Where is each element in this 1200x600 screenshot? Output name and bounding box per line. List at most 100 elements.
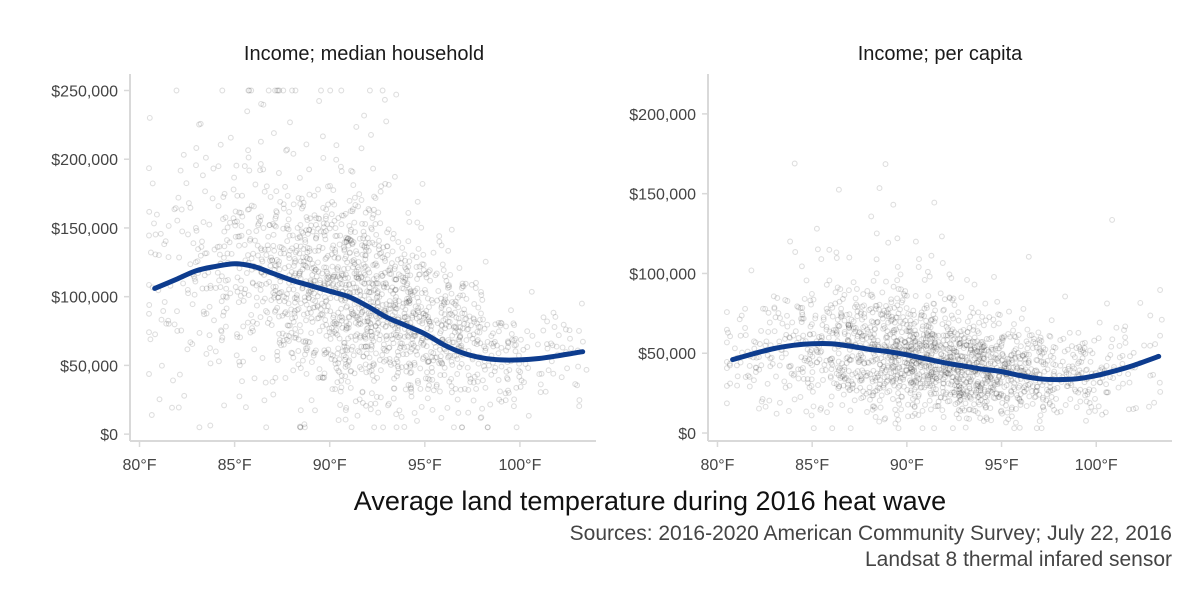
data-point: [284, 222, 291, 229]
data-point: [558, 374, 565, 381]
data-point: [1004, 409, 1011, 416]
data-point: [1051, 385, 1058, 392]
data-point: [950, 295, 957, 302]
data-point: [1029, 388, 1035, 395]
data-point: [270, 130, 277, 137]
data-point: [259, 355, 266, 361]
data-point: [476, 316, 483, 323]
data-point: [330, 312, 337, 319]
data-point: [856, 329, 863, 336]
data-point: [893, 411, 900, 418]
data-point: [169, 404, 175, 411]
data-point: [403, 351, 410, 358]
data-point: [903, 328, 910, 334]
data-point: [239, 378, 245, 385]
data-point: [206, 303, 213, 310]
data-point: [1041, 349, 1047, 356]
data-point: [1008, 388, 1015, 394]
data-point: [360, 235, 366, 242]
data-point: [576, 403, 583, 410]
data-point: [378, 249, 385, 256]
data-point: [930, 342, 937, 348]
data-point: [304, 264, 311, 271]
data-point: [923, 302, 930, 309]
data-point: [787, 238, 794, 245]
data-point: [883, 278, 889, 285]
data-point: [383, 281, 390, 288]
data-point: [877, 311, 884, 318]
data-point: [834, 331, 841, 338]
data-point: [425, 375, 431, 382]
data-point: [414, 417, 420, 424]
data-point: [206, 332, 213, 339]
data-point: [371, 287, 378, 294]
data-point: [217, 284, 224, 291]
data-point: [1157, 332, 1164, 339]
data-point: [275, 294, 281, 301]
data-point: [1036, 391, 1043, 398]
data-point: [956, 392, 963, 399]
data-point: [1010, 350, 1017, 357]
data-point: [838, 305, 845, 312]
data-point: [358, 366, 365, 373]
data-point: [241, 163, 248, 170]
data-point: [488, 371, 495, 378]
data-point: [844, 384, 851, 391]
data-point: [915, 391, 922, 398]
data-point: [445, 353, 452, 360]
data-point: [286, 208, 293, 215]
data-point: [232, 208, 239, 215]
data-point: [216, 243, 223, 250]
data-point: [335, 345, 342, 352]
data-point: [920, 376, 926, 383]
data-point: [306, 191, 313, 198]
data-point: [911, 338, 918, 345]
data-point: [260, 101, 267, 108]
data-point: [940, 376, 947, 383]
data-point: [419, 317, 426, 324]
data-point: [775, 310, 782, 317]
data-point: [223, 285, 230, 292]
data-point: [335, 255, 341, 262]
data-point: [839, 373, 846, 380]
data-point: [389, 336, 396, 342]
data-point: [422, 312, 429, 319]
data-point: [898, 406, 905, 413]
data-point: [868, 357, 875, 364]
data-point: [1044, 391, 1050, 398]
data-point: [455, 328, 462, 335]
data-point: [848, 316, 855, 323]
data-point: [302, 339, 309, 346]
data-point: [438, 304, 445, 311]
data-point: [278, 342, 285, 349]
data-point: [364, 276, 371, 283]
data-point: [810, 425, 817, 432]
data-point: [933, 386, 939, 393]
data-point: [374, 288, 381, 295]
data-point: [1012, 355, 1019, 362]
data-point: [249, 325, 255, 332]
data-point: [179, 228, 186, 235]
data-point: [906, 327, 913, 334]
data-point: [474, 337, 481, 343]
data-point: [787, 362, 794, 369]
data-point: [402, 276, 409, 283]
data-point: [297, 200, 304, 207]
panel-median-household: Income; median household$0$50,000$100,00…: [51, 43, 596, 474]
data-point: [403, 313, 410, 320]
data-point: [808, 301, 814, 308]
data-point: [806, 356, 813, 363]
data-point: [977, 384, 984, 391]
data-point: [890, 377, 897, 384]
data-point: [360, 228, 367, 235]
data-point: [974, 371, 981, 377]
data-point: [963, 388, 970, 395]
data-point: [903, 367, 909, 374]
data-point: [809, 353, 816, 360]
data-point: [248, 311, 255, 318]
data-point: [264, 309, 271, 316]
data-point: [347, 384, 354, 391]
data-point: [313, 273, 320, 280]
data-point: [864, 369, 871, 376]
data-point: [429, 299, 436, 306]
